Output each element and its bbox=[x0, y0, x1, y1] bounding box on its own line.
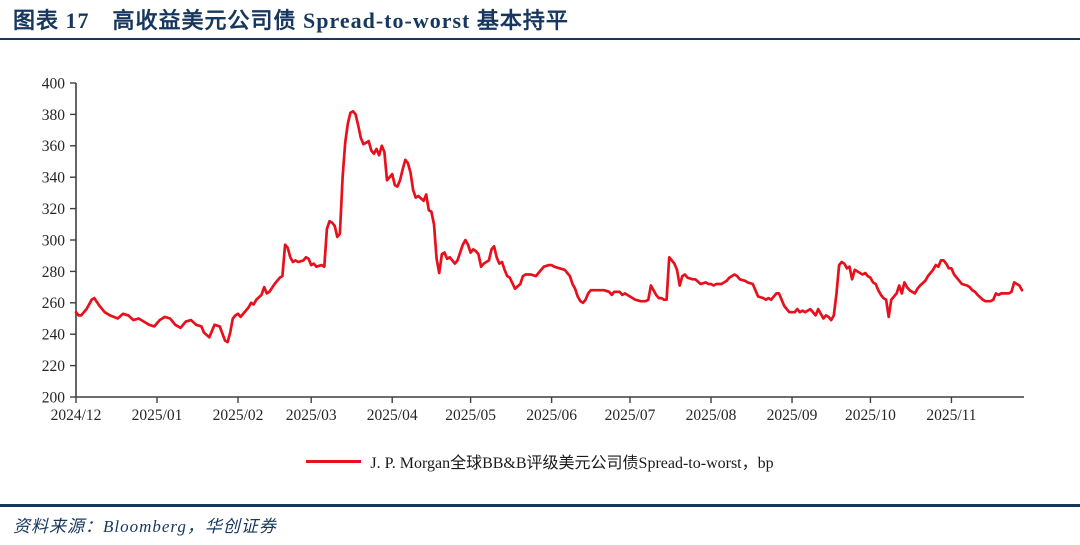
x-tick-label: 2025/01 bbox=[132, 407, 183, 424]
x-tick-label: 2025/06 bbox=[526, 407, 577, 424]
series-line-jpm-spread-to-worst bbox=[74, 109, 1024, 344]
y-tick-label: 240 bbox=[42, 327, 66, 344]
x-tick-label: 2025/07 bbox=[605, 407, 656, 424]
x-tick-label: 2025/04 bbox=[367, 407, 418, 424]
x-tick-label: 2025/02 bbox=[213, 407, 264, 424]
y-tick-label: 300 bbox=[42, 232, 66, 249]
x-tick-label: 2025/08 bbox=[686, 407, 737, 424]
y-tick-label: 400 bbox=[42, 75, 66, 92]
chart-legend: J. P. Morgan全球BB&B评级美元公司债Spread-to-worst… bbox=[0, 450, 1080, 472]
caption-divider bbox=[0, 38, 1080, 40]
x-tick-label: 2024/12 bbox=[51, 407, 102, 424]
source-note: 资料来源：Bloomberg，华创证券 bbox=[13, 517, 277, 536]
y-tick-label: 340 bbox=[42, 170, 66, 187]
figure-caption: 图表 17 高收益美元公司债 Spread-to-worst 基本持平 bbox=[13, 8, 569, 33]
y-tick-label: 280 bbox=[42, 264, 66, 281]
y-tick-label: 320 bbox=[42, 201, 66, 218]
y-tick-label: 200 bbox=[42, 389, 66, 406]
y-tick-label: 360 bbox=[42, 138, 66, 155]
x-tick-label: 2025/09 bbox=[767, 407, 818, 424]
source-divider bbox=[0, 504, 1080, 507]
legend-line-swatch bbox=[306, 459, 362, 463]
legend-label: J. P. Morgan全球BB&B评级美元公司债Spread-to-worst… bbox=[370, 455, 774, 472]
x-tick-label: 2025/11 bbox=[926, 407, 976, 424]
y-tick-label: 220 bbox=[42, 358, 66, 375]
x-tick-label: 2025/10 bbox=[845, 407, 896, 424]
x-tick-label: 2025/05 bbox=[445, 407, 496, 424]
x-tick-label: 2025/03 bbox=[286, 407, 337, 424]
y-tick-label: 380 bbox=[42, 107, 66, 124]
y-tick-label: 260 bbox=[42, 295, 66, 312]
